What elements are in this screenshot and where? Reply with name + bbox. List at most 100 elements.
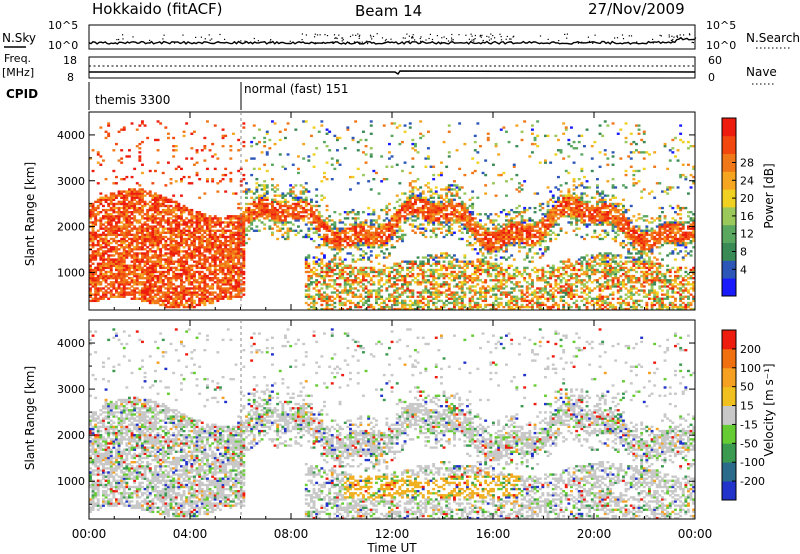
power-cell: [190, 231, 194, 234]
power-cell: [109, 246, 113, 249]
power-cell: [341, 260, 345, 263]
power-cell: [99, 289, 103, 292]
power-cell: [276, 237, 280, 241]
power-cell: [219, 254, 222, 257]
power-cell: [408, 126, 412, 129]
power-cell: [460, 231, 464, 234]
power-cell: [364, 301, 368, 305]
power-cell: [107, 233, 111, 237]
power-cell: [403, 192, 407, 195]
power-cell: [125, 204, 129, 208]
power-cell: [104, 215, 108, 218]
power-cell: [416, 188, 420, 191]
power-cell: [234, 237, 238, 241]
power-cell: [203, 246, 207, 249]
power-cell: [159, 303, 163, 307]
power-cell: [148, 260, 152, 263]
power-cell: [232, 264, 235, 267]
power-cell: [369, 221, 373, 224]
power-cell: [312, 217, 316, 220]
power-cell: [96, 211, 100, 214]
power-cell: [120, 270, 124, 274]
power-cell: [286, 233, 290, 237]
power-cell: [388, 297, 391, 300]
power-cell: [385, 223, 389, 226]
power-cell: [120, 227, 124, 230]
power-cell: [135, 231, 139, 234]
power-cell: [445, 289, 449, 292]
power-cell: [91, 229, 95, 232]
power-cell: [260, 215, 264, 218]
power-cell: [182, 295, 186, 298]
power-cell: [349, 301, 352, 305]
power-cell: [164, 211, 168, 214]
power-cell: [354, 277, 358, 280]
power-cell: [148, 283, 152, 286]
power-cell: [115, 233, 118, 237]
power-cell: [351, 241, 355, 245]
power-cell: [427, 260, 430, 263]
power-cell: [221, 272, 225, 276]
power-cell: [364, 161, 368, 164]
power-cell: [463, 225, 467, 228]
power-cell: [408, 196, 412, 199]
power-cell: [130, 266, 134, 270]
power-cell: [291, 208, 295, 212]
power-cell: [359, 305, 363, 309]
power-cell: [307, 233, 311, 237]
power-cell: [219, 285, 222, 288]
power-cell: [213, 295, 217, 298]
power-cell: [432, 297, 436, 300]
power-cell: [219, 235, 222, 239]
power-cell: [338, 244, 342, 247]
nsearch-dot: [577, 42, 579, 44]
power-cell: [458, 188, 462, 191]
power-cell: [250, 211, 254, 214]
power-cell: [362, 173, 365, 177]
power-cell: [315, 246, 319, 249]
power-cell: [146, 208, 150, 212]
power-cell: [164, 305, 168, 309]
power-cell: [377, 227, 381, 230]
power-cell: [359, 227, 363, 230]
power-cell: [440, 194, 443, 197]
nsearch-dot: [659, 34, 661, 36]
power-cell: [224, 277, 228, 280]
power-cell: [203, 279, 207, 282]
nsearch-dot: [622, 38, 625, 40]
power-cell: [130, 285, 134, 288]
power-cell: [265, 202, 269, 206]
power-cell: [427, 279, 430, 282]
power-cell: [356, 149, 360, 152]
power-cell: [156, 223, 160, 226]
power-cell: [143, 233, 147, 237]
nsearch-dot: [486, 35, 488, 37]
power-cell: [468, 223, 472, 226]
power-cell: [182, 246, 186, 249]
power-cell: [154, 204, 157, 208]
power-cell: [421, 196, 425, 199]
power-cell: [190, 132, 194, 135]
power-cell: [216, 190, 220, 193]
power-cell: [167, 285, 170, 288]
power-cell: [151, 219, 155, 222]
power-cell: [190, 182, 194, 185]
power-cell: [112, 227, 116, 230]
power-cell: [466, 206, 469, 210]
power-cell: [190, 277, 194, 280]
power-cell: [239, 239, 243, 243]
power-cell: [460, 295, 464, 298]
power-cell: [466, 211, 469, 214]
power-cell: [224, 272, 228, 276]
power-cell: [486, 285, 490, 288]
power-cell: [112, 204, 116, 208]
power-cell: [94, 291, 98, 294]
nsearch-dot: [513, 35, 515, 37]
power-cell: [434, 305, 438, 309]
power-cell: [356, 241, 360, 245]
power-cell: [323, 274, 326, 278]
power-cell: [130, 196, 134, 199]
power-cell: [442, 301, 446, 305]
power-cell: [109, 206, 113, 210]
power-cell: [115, 258, 118, 261]
